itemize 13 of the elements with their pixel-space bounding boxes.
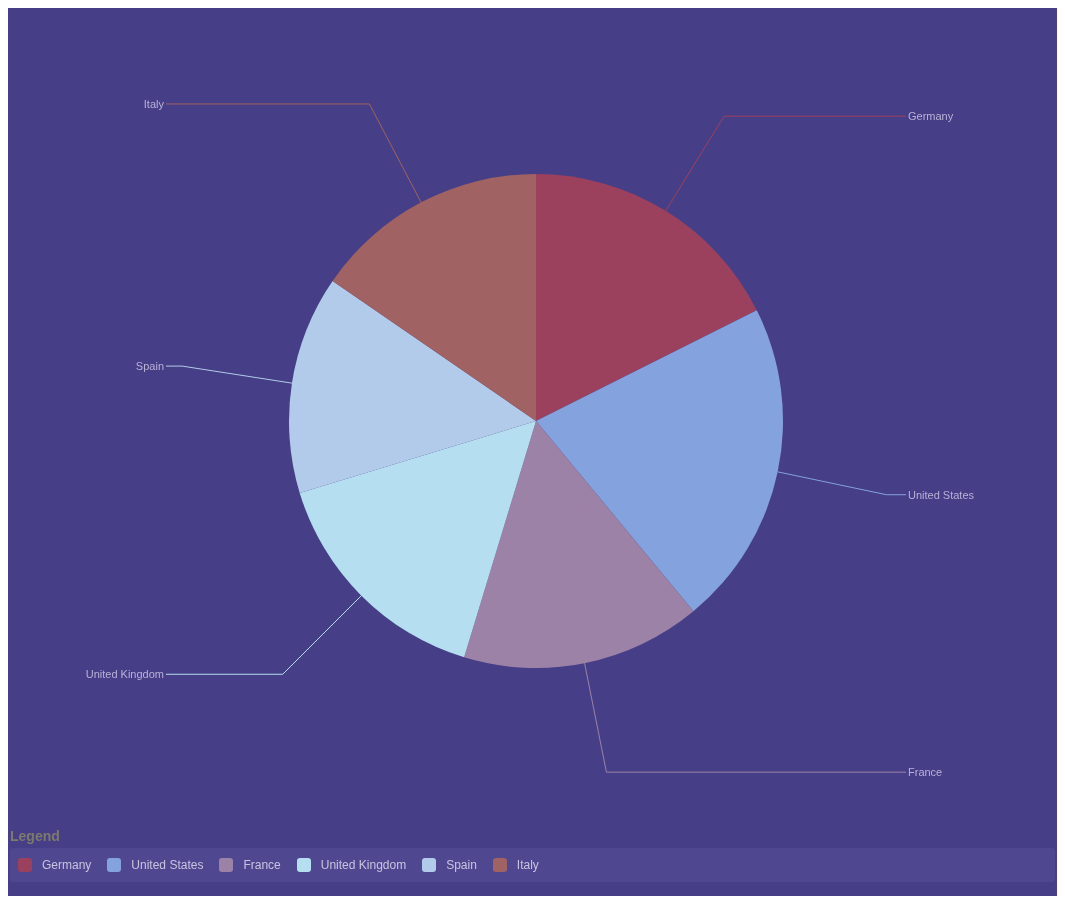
legend-label: Spain (446, 858, 477, 872)
slice-label: United Kingdom (85, 668, 164, 681)
slice-label: Germany (908, 110, 954, 123)
legend-title: Legend (10, 828, 61, 844)
slice-label: Spain (135, 360, 164, 373)
slice-label: Italy (143, 97, 165, 110)
legend-label: Germany (42, 858, 92, 872)
legend-label: France (243, 858, 281, 872)
legend-label: United States (131, 858, 204, 872)
slice-label: United States (908, 488, 975, 501)
slice-label: France (908, 766, 943, 779)
legend-label: United Kingdom (320, 858, 407, 872)
legend-label: Italy (516, 858, 539, 872)
